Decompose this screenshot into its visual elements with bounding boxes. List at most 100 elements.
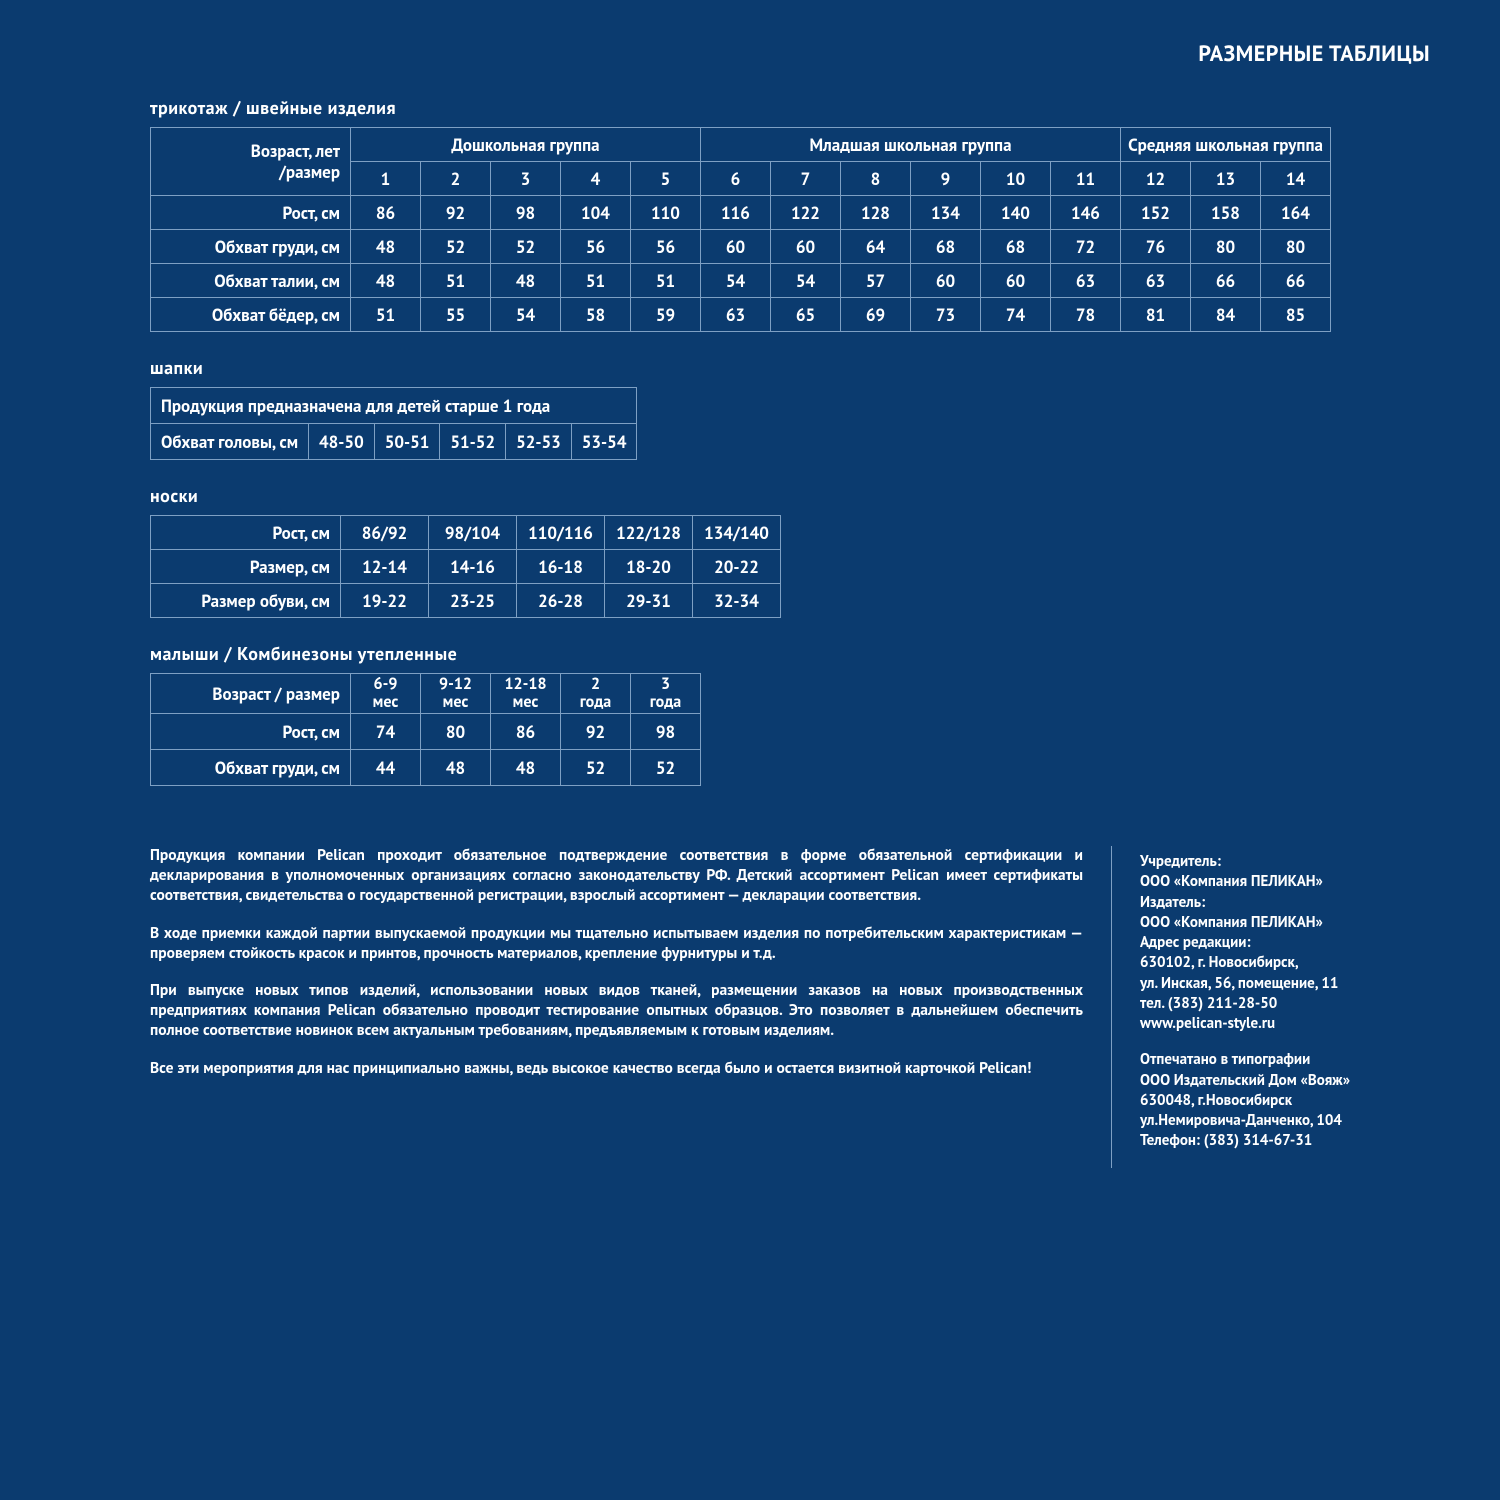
cell: 63 [701,298,771,332]
cell: 51 [631,264,701,298]
cell: 164 [1261,196,1331,230]
cell: 51-52 [440,424,506,460]
cell: 65 [771,298,841,332]
t1-corner-l2: /размер [279,161,340,183]
cell: 66 [1261,264,1331,298]
cell: 76 [1121,230,1191,264]
t1-group-0: Дошкольная группа [351,128,701,162]
cell: 53-54 [571,424,637,460]
cell: 64 [841,230,911,264]
cell: 55 [421,298,491,332]
cell: 152 [1121,196,1191,230]
cell: 86 [351,196,421,230]
cell: 92 [421,196,491,230]
cell: Рост, см [151,196,351,230]
cell: 92 [561,714,631,750]
cell: Размер, см [151,550,341,584]
cell: 81 [1121,298,1191,332]
cell: 44 [351,750,421,786]
cell: 7 [771,162,841,196]
footer: Продукция компании Pelican проходит обяз… [150,846,1440,1168]
cell: 60 [701,230,771,264]
t4-hdr-label: Возраст / размер [151,674,351,714]
footer-left: Продукция компании Pelican проходит обяз… [150,846,1083,1168]
cell: 50-51 [374,424,440,460]
cell: 58 [561,298,631,332]
cell: 122 [771,196,841,230]
cell: 9 [911,162,981,196]
cell: 48 [421,750,491,786]
cell: 12-18мес [491,674,561,714]
cell: 134 [911,196,981,230]
knitwear-table: Возраст, лет /размер Дошкольная группа М… [150,127,1331,332]
cell: 12 [1121,162,1191,196]
footer-separator [1111,846,1112,1168]
cell: 3 [491,162,561,196]
cell: 56 [631,230,701,264]
cell: 63 [1051,264,1121,298]
cell: 29-31 [605,584,693,618]
cell: Рост, см [151,516,341,550]
cell: 18-20 [605,550,693,584]
t1-corner-l1: Возраст, лет [251,140,340,162]
babies-table: Возраст / размер 6-9мес9-12мес12-18мес2г… [150,673,701,786]
cell: 80 [1261,230,1331,264]
cell: 122/128 [605,516,693,550]
cell: 60 [981,264,1051,298]
cell: 51 [421,264,491,298]
print-info: Отпечатано в типографииООО Издательский … [1140,1050,1440,1151]
cell: 52-53 [506,424,572,460]
t1-corner: Возраст, лет /размер [151,128,351,196]
cell: 10 [981,162,1051,196]
cell: 48-50 [309,424,375,460]
footer-paragraph: При выпуске новых типов изделий, использ… [150,981,1083,1040]
footer-right: Учредитель:ООО «Компания ПЕЛИКАН»Издател… [1140,846,1440,1168]
cell: 5 [631,162,701,196]
cell: 158 [1191,196,1261,230]
cell: 14-16 [429,550,517,584]
t4-title: малыши / Комбинезоны утепленные [150,642,1440,665]
cell: 68 [981,230,1051,264]
cell: 13 [1191,162,1261,196]
cell: 11 [1051,162,1121,196]
socks-table: Рост, см86/9298/104110/116122/128134/140… [150,515,781,618]
footer-paragraph: Все эти мероприятия для нас принципиальн… [150,1059,1083,1079]
cell: 51 [561,264,631,298]
cell: 110/116 [517,516,605,550]
cell: 86/92 [341,516,429,550]
cell: 110 [631,196,701,230]
cell: 86 [491,714,561,750]
cell: 72 [1051,230,1121,264]
cell: 116 [701,196,771,230]
t3-title: носки [150,484,1440,507]
publisher-info: Учредитель:ООО «Компания ПЕЛИКАН»Издател… [1140,852,1440,1034]
cell: 146 [1051,196,1121,230]
cell: 80 [421,714,491,750]
t1-title: трикотаж / швейные изделия [150,96,1440,119]
cell: 52 [421,230,491,264]
cell: 4 [561,162,631,196]
cell: 48 [351,230,421,264]
cell: Обхват груди, см [151,750,351,786]
t1-group-2: Средняя школьная группа [1121,128,1331,162]
cell: 23-25 [429,584,517,618]
cell: 74 [981,298,1051,332]
cell: 48 [351,264,421,298]
cell: 134/140 [693,516,781,550]
cell: 19-22 [341,584,429,618]
cell: 60 [771,230,841,264]
cell: 48 [491,750,561,786]
t2-row-label: Обхват головы, см [151,424,309,460]
cell: 6 [701,162,771,196]
cell: Обхват бёдер, см [151,298,351,332]
t2-title: шапки [150,356,1440,379]
cell: 84 [1191,298,1261,332]
cell: 52 [491,230,561,264]
cell: 1 [351,162,421,196]
footer-paragraph: В ходе приемки каждой партии выпускаемой… [150,924,1083,964]
cell: 14 [1261,162,1331,196]
cell: 2года [561,674,631,714]
cell: Размер обуви, см [151,584,341,618]
cell: 104 [561,196,631,230]
cell: 74 [351,714,421,750]
